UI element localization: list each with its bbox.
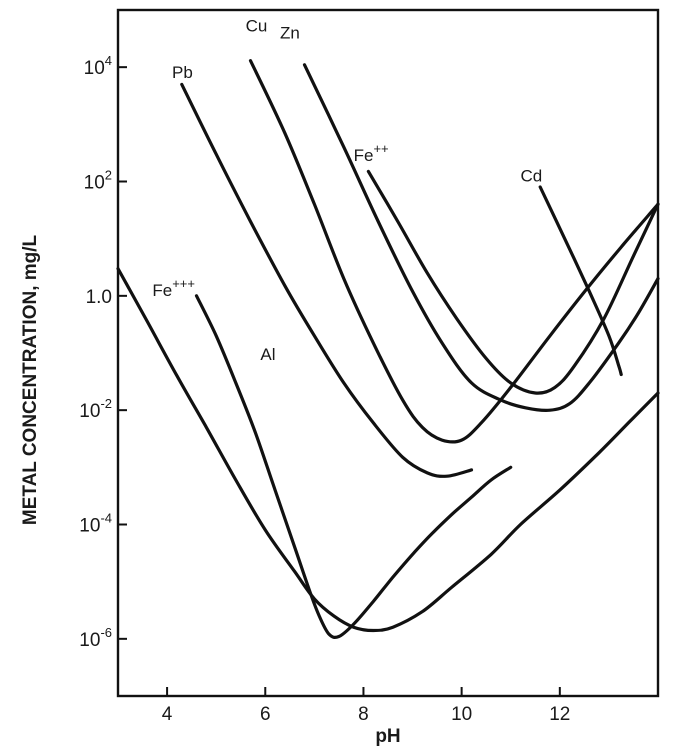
series-label-base: Pb bbox=[172, 63, 193, 82]
y-tick-label: 10-2 bbox=[79, 396, 112, 422]
curve-feppp bbox=[116, 267, 660, 633]
y-tick-label: 10-4 bbox=[79, 511, 112, 537]
series-label-cu: Cu bbox=[246, 17, 268, 36]
curve-pb bbox=[180, 82, 474, 478]
y-tick-label: 1.0 bbox=[86, 287, 112, 308]
x-axis: 4 6 8 10 12 bbox=[162, 687, 570, 725]
x-tick-label: 6 bbox=[260, 704, 271, 725]
y-tick-base: 1.0 bbox=[86, 287, 112, 308]
y-tick-exponent: -6 bbox=[100, 625, 112, 640]
y-tick-base: 10 bbox=[84, 58, 105, 79]
series-label-base: Cd bbox=[521, 167, 543, 186]
series-label-base: Fe bbox=[152, 281, 172, 300]
x-tick-label: 4 bbox=[162, 704, 173, 725]
series-label-cd: Cd bbox=[521, 167, 543, 186]
series-label-base: Fe bbox=[354, 146, 374, 165]
x-tick-label: 10 bbox=[451, 704, 472, 725]
series-label-pb: Pb bbox=[172, 63, 193, 82]
series-label-superscript: +++ bbox=[172, 276, 195, 291]
curve-cd bbox=[538, 185, 623, 377]
x-tick-label: 12 bbox=[549, 704, 570, 725]
series-label-fepp: Fe++ bbox=[354, 141, 389, 165]
curve-zn bbox=[302, 63, 660, 412]
series-label-superscript: ++ bbox=[373, 141, 388, 156]
curves bbox=[116, 59, 660, 639]
x-tick-label: 8 bbox=[358, 704, 369, 725]
series-label-feppp: Fe+++ bbox=[152, 276, 195, 300]
y-tick-exponent: -4 bbox=[100, 511, 112, 526]
curve-fepp bbox=[366, 169, 660, 395]
y-axis-title: METAL CONCENTRATION, mg/L bbox=[20, 234, 41, 525]
x-axis-title: pH bbox=[375, 726, 400, 747]
series-label-base: Cu bbox=[246, 17, 268, 36]
y-tick-exponent: 2 bbox=[105, 168, 112, 183]
y-tick-exponent: -2 bbox=[100, 396, 112, 411]
series-label-al: Al bbox=[260, 345, 275, 364]
series-label-zn: Zn bbox=[280, 23, 300, 42]
y-tick-label: 10-6 bbox=[79, 625, 112, 651]
series-label-base: Zn bbox=[280, 23, 300, 42]
y-tick-label: 102 bbox=[84, 168, 112, 194]
series-label-base: Al bbox=[260, 345, 275, 364]
y-tick-base: 10 bbox=[79, 401, 100, 422]
y-tick-exponent: 4 bbox=[105, 53, 112, 68]
y-tick-base: 10 bbox=[84, 173, 105, 194]
curve-cu bbox=[248, 59, 660, 444]
y-tick-base: 10 bbox=[79, 630, 100, 651]
plot-frame bbox=[116, 8, 660, 698]
curve-al bbox=[194, 294, 513, 639]
y-tick-base: 10 bbox=[79, 516, 100, 537]
y-tick-label: 104 bbox=[84, 53, 112, 79]
